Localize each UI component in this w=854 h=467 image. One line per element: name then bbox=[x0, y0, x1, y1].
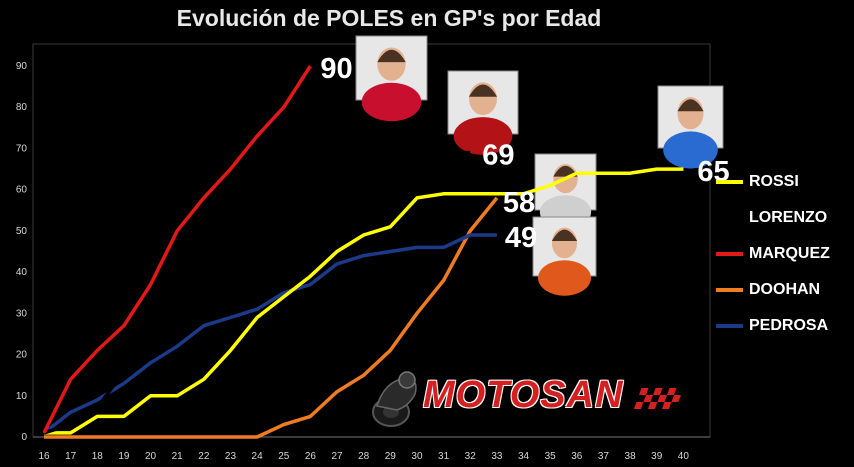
x-tick-label: 18 bbox=[92, 451, 104, 462]
end-label-marquez: 90 bbox=[320, 53, 352, 85]
x-tick-label: 38 bbox=[625, 451, 637, 462]
y-tick-label: 70 bbox=[16, 143, 28, 154]
logo-wordmark: MOTOSAN bbox=[423, 374, 624, 416]
legend-item-pedrosa: PEDROSA bbox=[716, 314, 828, 338]
x-tick-label: 24 bbox=[252, 451, 264, 462]
end-label-lorenzo: 69 bbox=[482, 140, 514, 172]
x-tick-label: 30 bbox=[411, 451, 423, 462]
y-tick-label: 30 bbox=[16, 308, 28, 319]
y-tick-label: 90 bbox=[16, 61, 28, 72]
checkered-flag-icon bbox=[633, 388, 681, 409]
legend-swatch-doohan bbox=[716, 288, 743, 292]
x-tick-label: 32 bbox=[465, 451, 477, 462]
chart-title: Evolución de POLES en GP's por Edad bbox=[176, 5, 602, 31]
y-tick-label: 10 bbox=[16, 391, 28, 402]
x-tick-label: 25 bbox=[278, 451, 290, 462]
x-tick-label: 36 bbox=[571, 451, 583, 462]
x-tick-label: 23 bbox=[225, 451, 237, 462]
series-line-doohan bbox=[44, 196, 499, 439]
legend-label-rossi: ROSSI bbox=[749, 173, 799, 190]
series-lines bbox=[42, 65, 684, 439]
x-tick-label: 40 bbox=[678, 451, 690, 462]
legend-label-doohan: DOOHAN bbox=[749, 281, 821, 298]
x-tick-label: 28 bbox=[358, 451, 370, 462]
series-line-lorenzo bbox=[43, 150, 471, 435]
series-line-rossi bbox=[44, 167, 684, 435]
legend-label-lorenzo: LORENZO bbox=[749, 209, 828, 226]
series-line-marquez bbox=[42, 65, 312, 434]
legend-item-lorenzo: LORENZO bbox=[716, 206, 827, 230]
x-tick-label: 27 bbox=[331, 451, 343, 462]
x-tick-label: 17 bbox=[65, 451, 77, 462]
x-tick-label: 33 bbox=[491, 451, 503, 462]
rider-photo-lorenzo bbox=[447, 70, 519, 155]
rider-photo-pedrosa bbox=[532, 216, 597, 296]
y-tick-label: 0 bbox=[21, 432, 27, 443]
legend-label-pedrosa: PEDROSA bbox=[749, 317, 829, 334]
x-tick-label: 31 bbox=[438, 451, 450, 462]
x-tick-label: 34 bbox=[518, 451, 530, 462]
end-label-pedrosa: 49 bbox=[505, 222, 537, 254]
x-tick-label: 37 bbox=[598, 451, 610, 462]
rider-photo-marquez bbox=[355, 35, 428, 122]
legend-swatch-lorenzo bbox=[716, 216, 743, 220]
y-tick-label: 40 bbox=[16, 267, 28, 278]
legend-item-marquez: MARQUEZ bbox=[716, 242, 830, 266]
y-tick-label: 60 bbox=[16, 185, 28, 196]
y-tick-label: 80 bbox=[16, 102, 28, 113]
x-tick-label: 26 bbox=[305, 451, 317, 462]
legend-swatch-rossi bbox=[716, 180, 743, 184]
x-tick-label: 39 bbox=[651, 451, 663, 462]
motorcycle-rider-icon bbox=[372, 371, 417, 427]
x-tick-label: 35 bbox=[545, 451, 557, 462]
motosan-logo: MOTOSAN bbox=[363, 366, 698, 430]
x-tick-label: 29 bbox=[385, 451, 397, 462]
end-label-doohan: 58 bbox=[503, 187, 535, 219]
legend-swatch-marquez bbox=[716, 252, 743, 256]
x-tick-label: 20 bbox=[145, 451, 157, 462]
x-tick-label: 21 bbox=[172, 451, 184, 462]
rider-photos bbox=[355, 35, 724, 296]
x-tick-label: 16 bbox=[38, 451, 50, 462]
series-line-pedrosa bbox=[42, 233, 497, 435]
legend-item-doohan: DOOHAN bbox=[716, 278, 820, 302]
x-tick-label: 19 bbox=[118, 451, 130, 462]
x-tick-label: 22 bbox=[198, 451, 210, 462]
legend-label-marquez: MARQUEZ bbox=[749, 245, 830, 262]
legend-swatch-pedrosa bbox=[716, 324, 743, 328]
y-tick-label: 50 bbox=[16, 226, 28, 237]
rider-photo-rossi bbox=[657, 85, 724, 169]
y-tick-label: 20 bbox=[16, 350, 28, 361]
legend-item-rossi: ROSSI bbox=[716, 170, 799, 194]
